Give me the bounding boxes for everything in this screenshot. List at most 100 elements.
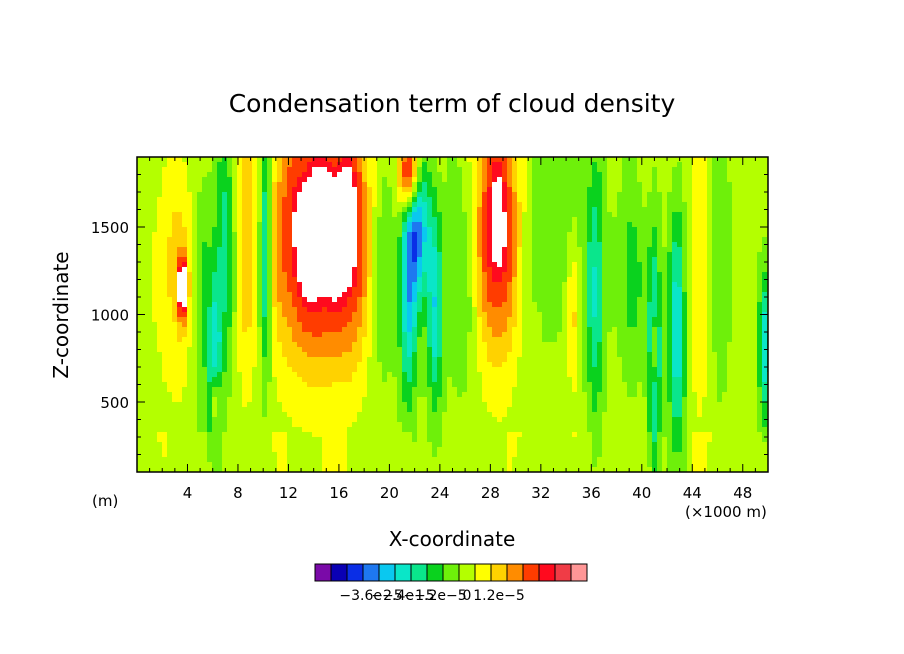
contour-cell bbox=[297, 192, 302, 197]
contour-cell bbox=[427, 227, 432, 232]
contour-cell bbox=[147, 347, 152, 352]
contour-cell bbox=[712, 302, 717, 307]
contour-cell bbox=[237, 302, 242, 307]
contour-cell bbox=[427, 322, 432, 327]
contour-cell bbox=[252, 227, 257, 232]
contour-cell bbox=[437, 262, 442, 267]
contour-cell bbox=[737, 257, 742, 262]
contour-cell bbox=[657, 272, 662, 277]
contour-cell bbox=[442, 242, 447, 247]
contour-cell bbox=[437, 307, 442, 312]
contour-cell bbox=[657, 267, 662, 272]
contour-cell bbox=[632, 227, 637, 232]
contour-cell bbox=[347, 297, 352, 302]
contour-cell bbox=[407, 222, 412, 227]
contour-cell bbox=[727, 347, 732, 352]
contour-cell bbox=[162, 162, 167, 167]
contour-cell bbox=[677, 197, 682, 202]
contour-cell bbox=[182, 287, 187, 292]
contour-cell bbox=[262, 282, 267, 287]
contour-cell bbox=[247, 172, 252, 177]
contour-cell bbox=[397, 292, 402, 297]
contour-cell bbox=[717, 342, 722, 347]
contour-cell bbox=[582, 247, 587, 252]
contour-cell bbox=[762, 292, 767, 297]
contour-cell bbox=[552, 167, 557, 172]
contour-cell bbox=[167, 282, 172, 287]
contour-cell bbox=[372, 172, 377, 177]
contour-cell bbox=[497, 297, 502, 302]
contour-cell bbox=[152, 217, 157, 222]
contour-cell bbox=[597, 322, 602, 327]
contour-cell bbox=[652, 307, 657, 312]
contour-cell bbox=[612, 287, 617, 292]
contour-cell bbox=[422, 172, 427, 177]
contour-cell bbox=[187, 242, 192, 247]
contour-cell bbox=[297, 327, 302, 332]
contour-cell bbox=[252, 312, 257, 317]
contour-cell bbox=[472, 217, 477, 222]
contour-cell bbox=[537, 307, 542, 312]
contour-cell bbox=[442, 197, 447, 202]
contour-cell bbox=[632, 277, 637, 282]
contour-cell bbox=[727, 167, 732, 172]
contour-cell bbox=[507, 182, 512, 187]
contour-cell bbox=[557, 247, 562, 252]
contour-cell bbox=[642, 202, 647, 207]
contour-cell bbox=[687, 177, 692, 182]
contour-cell bbox=[307, 227, 312, 232]
contour-cell bbox=[357, 312, 362, 317]
contour-cell bbox=[202, 222, 207, 227]
contour-field bbox=[137, 157, 768, 472]
contour-cell bbox=[672, 157, 677, 162]
contour-cell bbox=[632, 342, 637, 347]
contour-cell bbox=[152, 262, 157, 267]
contour-cell bbox=[327, 247, 332, 252]
contour-cell bbox=[382, 222, 387, 227]
contour-cell bbox=[307, 352, 312, 357]
contour-cell bbox=[647, 347, 652, 352]
contour-cell bbox=[252, 282, 257, 287]
contour-cell bbox=[237, 332, 242, 337]
contour-cell bbox=[342, 312, 347, 317]
contour-cell bbox=[142, 167, 147, 172]
contour-cell bbox=[342, 207, 347, 212]
contour-cell bbox=[757, 287, 762, 292]
contour-cell bbox=[502, 187, 507, 192]
contour-cell bbox=[647, 187, 652, 192]
contour-cell bbox=[417, 227, 422, 232]
contour-cell bbox=[707, 342, 712, 347]
contour-cell bbox=[647, 227, 652, 232]
contour-cell bbox=[597, 342, 602, 347]
contour-cell bbox=[552, 322, 557, 327]
contour-cell bbox=[157, 327, 162, 332]
contour-cell bbox=[512, 172, 517, 177]
contour-cell bbox=[512, 202, 517, 207]
contour-cell bbox=[512, 237, 517, 242]
contour-cell bbox=[377, 192, 382, 197]
contour-cell bbox=[162, 312, 167, 317]
contour-cell bbox=[192, 287, 197, 292]
contour-cell bbox=[342, 342, 347, 347]
contour-cell bbox=[527, 237, 532, 242]
contour-cell bbox=[722, 342, 727, 347]
contour-cell bbox=[757, 222, 762, 227]
contour-cell bbox=[537, 212, 542, 217]
contour-cell bbox=[607, 217, 612, 222]
contour-cell bbox=[602, 297, 607, 302]
contour-cell bbox=[532, 207, 537, 212]
contour-cell bbox=[347, 312, 352, 317]
contour-cell bbox=[592, 297, 597, 302]
contour-cell bbox=[332, 157, 337, 162]
contour-cell bbox=[167, 302, 172, 307]
contour-cell bbox=[467, 237, 472, 242]
contour-cell bbox=[642, 282, 647, 287]
contour-cell bbox=[257, 162, 262, 167]
contour-cell bbox=[567, 272, 572, 277]
contour-cell bbox=[602, 302, 607, 307]
contour-cell bbox=[467, 182, 472, 187]
contour-cell bbox=[562, 292, 567, 297]
contour-cell bbox=[637, 262, 642, 267]
contour-cell bbox=[432, 302, 437, 307]
contour-cell bbox=[492, 217, 497, 222]
